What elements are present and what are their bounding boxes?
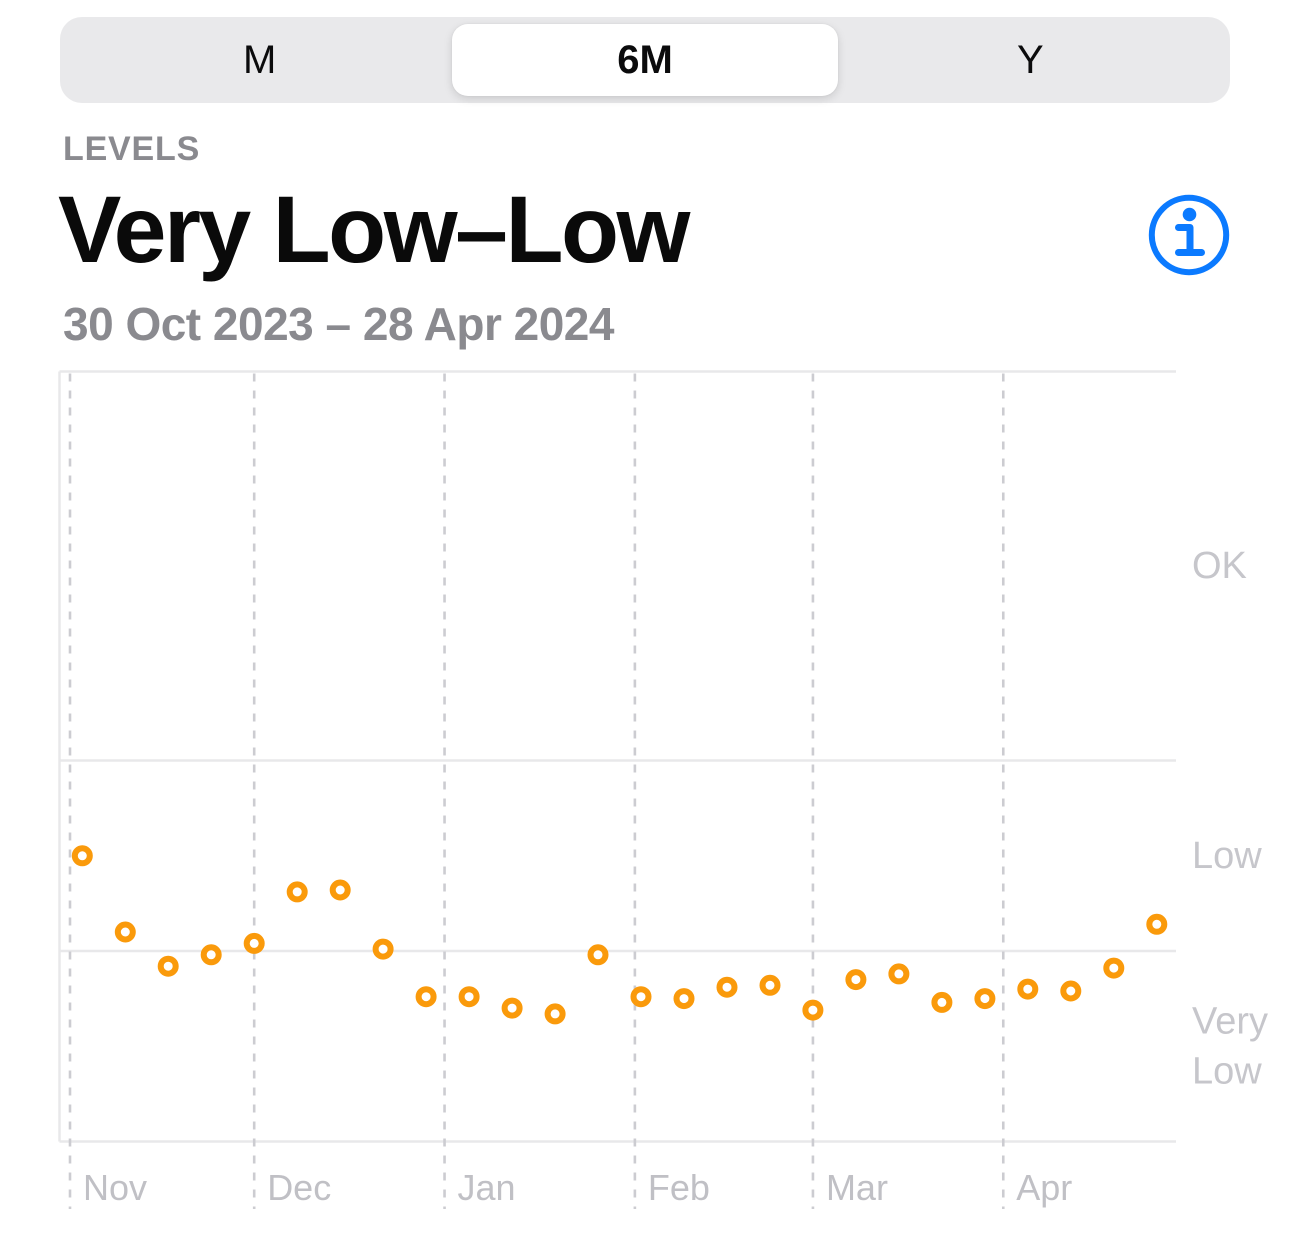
data-point[interactable] — [458, 986, 480, 1008]
data-point[interactable] — [329, 879, 351, 901]
data-point[interactable] — [286, 881, 308, 903]
date-range-label: 30 Oct 2023 – 28 Apr 2024 — [63, 298, 614, 350]
data-point[interactable] — [759, 974, 781, 996]
segment-year[interactable]: Y — [838, 24, 1223, 96]
data-point[interactable] — [630, 986, 652, 1008]
data-point[interactable] — [71, 845, 93, 867]
data-point[interactable] — [845, 969, 867, 991]
page-title: Very Low–Low — [58, 177, 690, 283]
data-point[interactable] — [114, 921, 136, 943]
data-point[interactable] — [802, 999, 824, 1021]
data-point[interactable] — [1060, 980, 1082, 1002]
data-point[interactable] — [1017, 978, 1039, 1000]
time-range-segmented-control[interactable]: M 6M Y — [60, 17, 1230, 103]
segment-month[interactable]: M — [67, 24, 452, 96]
data-point[interactable] — [501, 997, 523, 1019]
x-tick-label-nov: Nov — [83, 1167, 147, 1208]
x-tick-label-dec: Dec — [267, 1167, 331, 1208]
data-point[interactable] — [931, 991, 953, 1013]
x-tick-label-mar: Mar — [826, 1167, 888, 1208]
data-point[interactable] — [888, 963, 910, 985]
data-point[interactable] — [544, 1003, 566, 1025]
data-point[interactable] — [200, 944, 222, 966]
data-point[interactable] — [1146, 913, 1168, 935]
data-point[interactable] — [716, 976, 738, 998]
data-point[interactable] — [243, 932, 265, 954]
x-tick-label-jan: Jan — [458, 1167, 516, 1208]
data-point[interactable] — [587, 944, 609, 966]
data-point[interactable] — [415, 986, 437, 1008]
info-button[interactable] — [1145, 191, 1233, 279]
data-point[interactable] — [372, 938, 394, 960]
levels-eyebrow-label: LEVELS — [63, 130, 201, 168]
segment-six-months[interactable]: 6M — [452, 24, 838, 96]
y-band-label-low: Low — [1192, 835, 1262, 877]
data-point[interactable] — [1103, 957, 1125, 979]
info-circle-icon — [1148, 194, 1230, 276]
x-tick-label-apr: Apr — [1016, 1167, 1072, 1208]
y-band-label-very-low: Low — [1192, 1050, 1262, 1092]
data-point[interactable] — [157, 955, 179, 977]
data-point[interactable] — [974, 988, 996, 1010]
x-tick-label-feb: Feb — [648, 1167, 710, 1208]
y-band-label-ok: OK — [1192, 545, 1247, 587]
y-band-label-very-low: Very — [1192, 1000, 1268, 1042]
data-point[interactable] — [673, 988, 695, 1010]
